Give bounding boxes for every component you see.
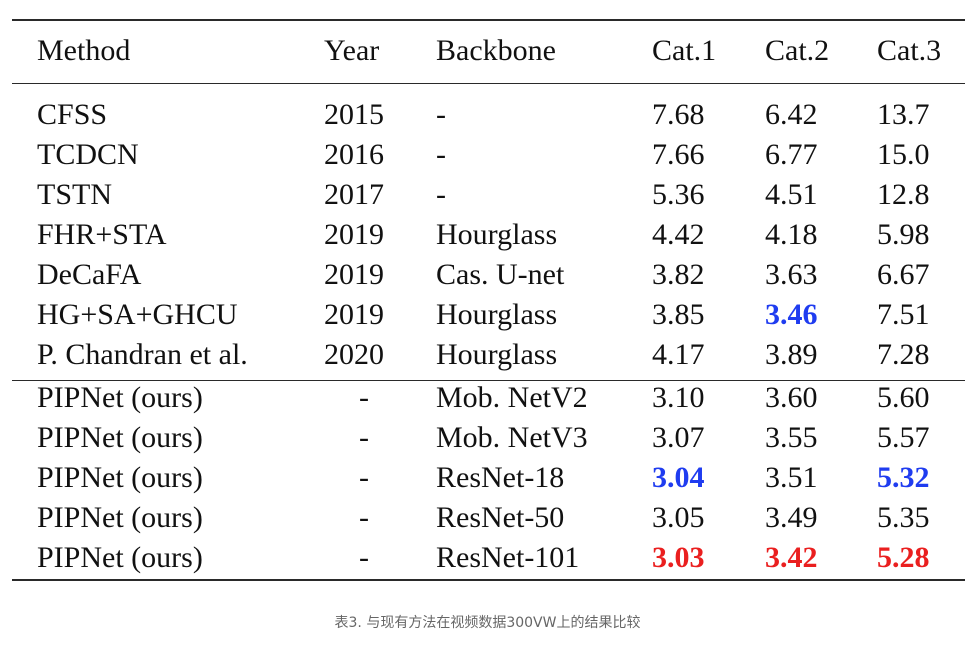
cell-cat3-best: 5.28 (877, 541, 930, 574)
cell-backbone: - (436, 178, 446, 211)
cell-backbone: ResNet-18 (436, 461, 565, 494)
table-row: FHR+STA 2019 Hourglass 4.42 4.18 5.98 (12, 215, 965, 255)
cell-method: PIPNet (ours) (37, 541, 203, 574)
table-top-rule (12, 19, 965, 21)
cell-cat1-second-best: 3.04 (652, 461, 705, 494)
cell-cat1-best: 3.03 (652, 541, 705, 574)
cell-method: HG+SA+GHCU (37, 298, 238, 331)
cell-method: FHR+STA (37, 218, 167, 251)
cell-backbone: ResNet-50 (436, 501, 565, 534)
cell-cat3: 7.28 (877, 338, 930, 371)
cell-cat1: 7.68 (652, 98, 705, 131)
cell-cat1: 3.05 (652, 501, 705, 534)
cell-cat2: 3.49 (765, 501, 818, 534)
header-method: Method (37, 34, 131, 67)
cell-cat3: 15.0 (877, 138, 930, 171)
cell-backbone: ResNet-101 (436, 541, 580, 574)
cell-method: PIPNet (ours) (37, 381, 203, 414)
header-cat2: Cat.2 (765, 34, 830, 67)
table-bottom-rule (12, 579, 965, 581)
table-row: DeCaFA 2019 Cas. U-net 3.82 3.63 6.67 (12, 255, 965, 295)
cell-backbone: Hourglass (436, 218, 558, 251)
table-row: TSTN 2017 - 5.36 4.51 12.8 (12, 175, 965, 215)
cell-method: CFSS (37, 98, 108, 131)
table-header-rule (12, 83, 965, 84)
table-row: PIPNet (ours) - Mob. NetV2 3.10 3.60 5.6… (12, 378, 965, 418)
cell-cat2: 4.51 (765, 178, 818, 211)
table-header-row: Method Year Backbone Cat.1 Cat.2 Cat.3 (12, 31, 965, 71)
cell-method: PIPNet (ours) (37, 461, 203, 494)
cell-year: - (359, 541, 369, 574)
cell-method: P. Chandran et al. (37, 338, 248, 371)
cell-cat2: 3.51 (765, 461, 818, 494)
table-row: PIPNet (ours) - Mob. NetV3 3.07 3.55 5.5… (12, 418, 965, 458)
table-row: P. Chandran et al. 2020 Hourglass 4.17 3… (12, 335, 965, 375)
table-caption: 表3. 与现有方法在视频数据300VW上的结果比较 (334, 615, 641, 631)
cell-cat2: 6.77 (765, 138, 818, 171)
cell-year: 2019 (324, 218, 384, 251)
table-row: PIPNet (ours) - ResNet-50 3.05 3.49 5.35 (12, 498, 965, 538)
cell-cat1: 3.10 (652, 381, 705, 414)
cell-year: - (359, 381, 369, 414)
cell-year: - (359, 421, 369, 454)
table-row: TCDCN 2016 - 7.66 6.77 15.0 (12, 135, 965, 175)
cell-cat3: 5.35 (877, 501, 930, 534)
header-backbone: Backbone (436, 34, 556, 67)
cell-year: 2019 (324, 258, 384, 291)
cell-cat1: 4.42 (652, 218, 705, 251)
cell-cat1: 3.85 (652, 298, 705, 331)
cell-cat2: 3.89 (765, 338, 818, 371)
cell-method: PIPNet (ours) (37, 421, 203, 454)
table-row: CFSS 2015 - 7.68 6.42 13.7 (12, 95, 965, 135)
cell-method: DeCaFA (37, 258, 142, 291)
cell-cat1: 7.66 (652, 138, 705, 171)
cell-cat2: 3.60 (765, 381, 818, 414)
cell-backbone: Hourglass (436, 338, 558, 371)
cell-cat1: 4.17 (652, 338, 705, 371)
cell-cat2: 3.55 (765, 421, 818, 454)
cell-cat2: 3.63 (765, 258, 818, 291)
table-row: PIPNet (ours) - ResNet-101 3.03 3.42 5.2… (12, 538, 965, 578)
cell-cat2-best: 3.42 (765, 541, 818, 574)
header-cat3: Cat.3 (877, 34, 942, 67)
cell-cat2: 4.18 (765, 218, 818, 251)
header-year: Year (324, 34, 380, 67)
table-row: PIPNet (ours) - ResNet-18 3.04 3.51 5.32 (12, 458, 965, 498)
table-row: HG+SA+GHCU 2019 Hourglass 3.85 3.46 7.51 (12, 295, 965, 335)
cell-year: 2015 (324, 98, 384, 131)
cell-cat1: 5.36 (652, 178, 705, 211)
cell-cat3: 5.60 (877, 381, 930, 414)
cell-cat3: 12.8 (877, 178, 930, 211)
cell-backbone: Hourglass (436, 298, 558, 331)
cell-method: TSTN (37, 178, 112, 211)
cell-year: - (359, 501, 369, 534)
cell-backbone: - (436, 98, 446, 131)
cell-year: 2019 (324, 298, 384, 331)
cell-cat3: 13.7 (877, 98, 930, 131)
cell-backbone: Cas. U-net (436, 258, 565, 291)
cell-year: 2017 (324, 178, 384, 211)
table-section-rule (12, 380, 965, 381)
cell-cat3: 7.51 (877, 298, 930, 331)
cell-cat1: 3.82 (652, 258, 705, 291)
cell-cat3: 5.98 (877, 218, 930, 251)
cell-cat3: 5.57 (877, 421, 930, 454)
cell-backbone: - (436, 138, 446, 171)
cell-year: 2016 (324, 138, 384, 171)
cell-method: TCDCN (37, 138, 139, 171)
cell-backbone: Mob. NetV2 (436, 381, 588, 414)
cell-cat2: 6.42 (765, 98, 818, 131)
cell-cat1: 3.07 (652, 421, 705, 454)
header-cat1: Cat.1 (652, 34, 717, 67)
cell-cat3-second-best: 5.32 (877, 461, 930, 494)
cell-cat2-second-best: 3.46 (765, 298, 818, 331)
cell-year: 2020 (324, 338, 384, 371)
cell-year: - (359, 461, 369, 494)
cell-backbone: Mob. NetV3 (436, 421, 588, 454)
cell-method: PIPNet (ours) (37, 501, 203, 534)
cell-cat3: 6.67 (877, 258, 930, 291)
